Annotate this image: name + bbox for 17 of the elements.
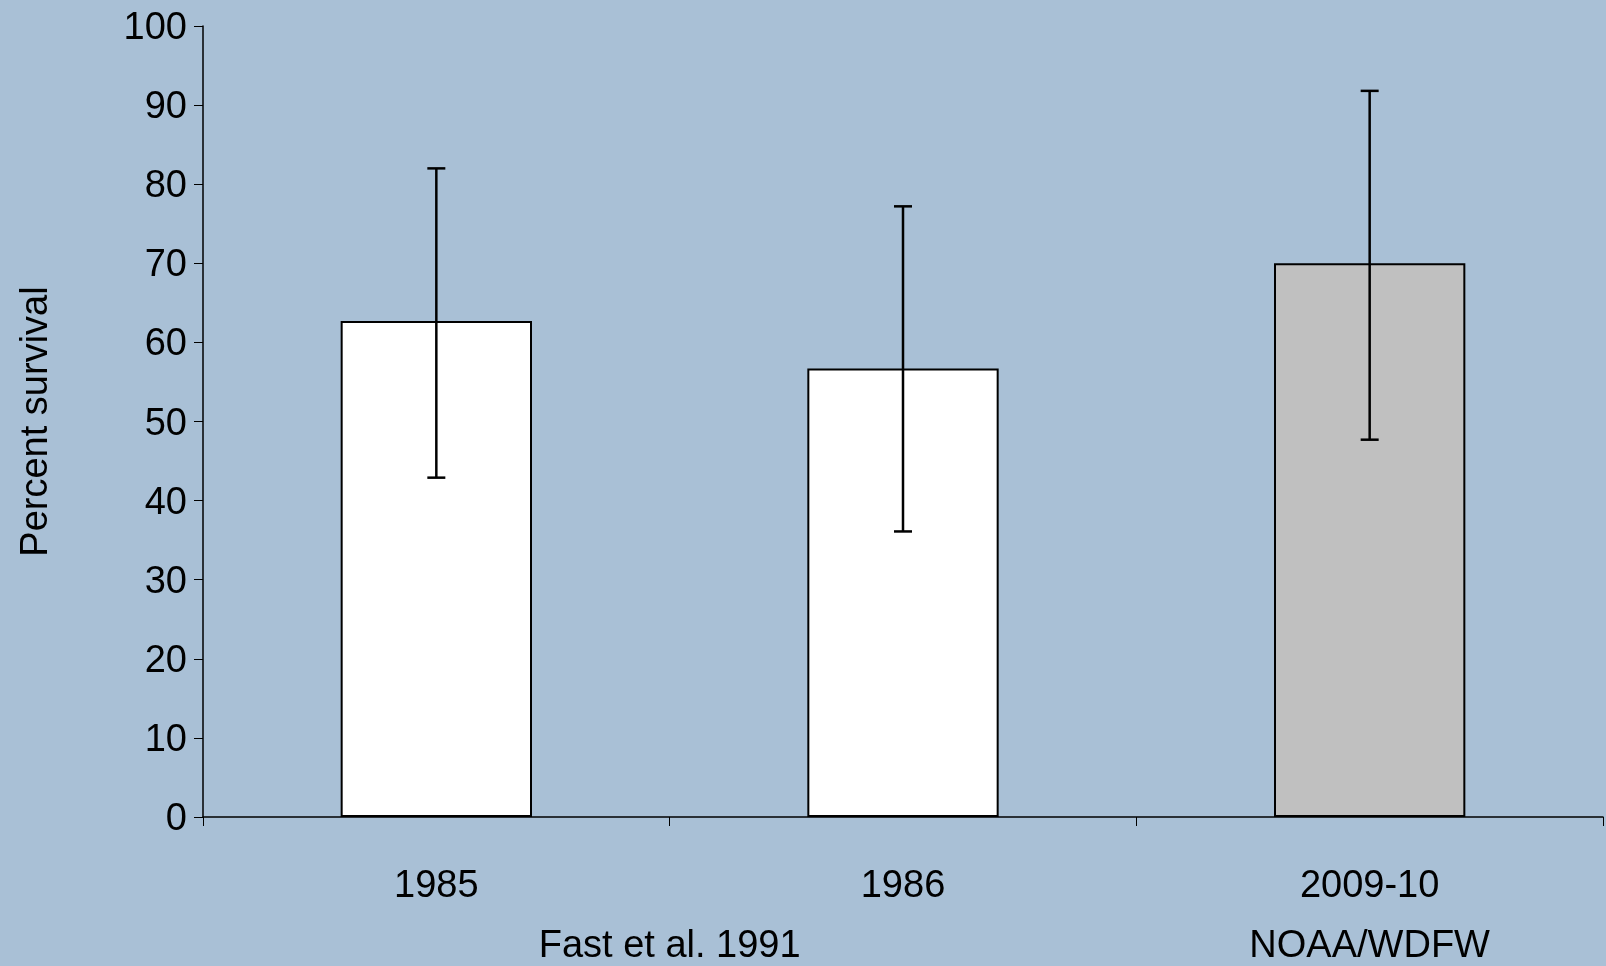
- y-tick-label: 50: [144, 400, 187, 443]
- y-tick-label: 30: [144, 558, 187, 601]
- x-tick-label: 1985: [394, 863, 479, 905]
- y-tick-label: 100: [123, 5, 187, 47]
- y-tick-label: 90: [144, 84, 187, 127]
- text: NOAA/WDFW: [1249, 923, 1491, 965]
- y-tick-label: 80: [144, 163, 187, 206]
- y-tick-label: 10: [144, 716, 187, 759]
- y-tick-label: 0: [165, 796, 187, 838]
- y-tick-label: 60: [144, 321, 187, 364]
- y-axis-title: Percent survival: [13, 286, 55, 557]
- text: Fast et al. 1991: [538, 923, 801, 965]
- y-tick-label: 40: [144, 479, 187, 522]
- x-tick-label: 2009-10: [1299, 863, 1440, 905]
- y-tick-label: 70: [144, 242, 187, 285]
- y-tick-label: 20: [144, 637, 187, 680]
- x-tick-label: 1986: [860, 863, 946, 905]
